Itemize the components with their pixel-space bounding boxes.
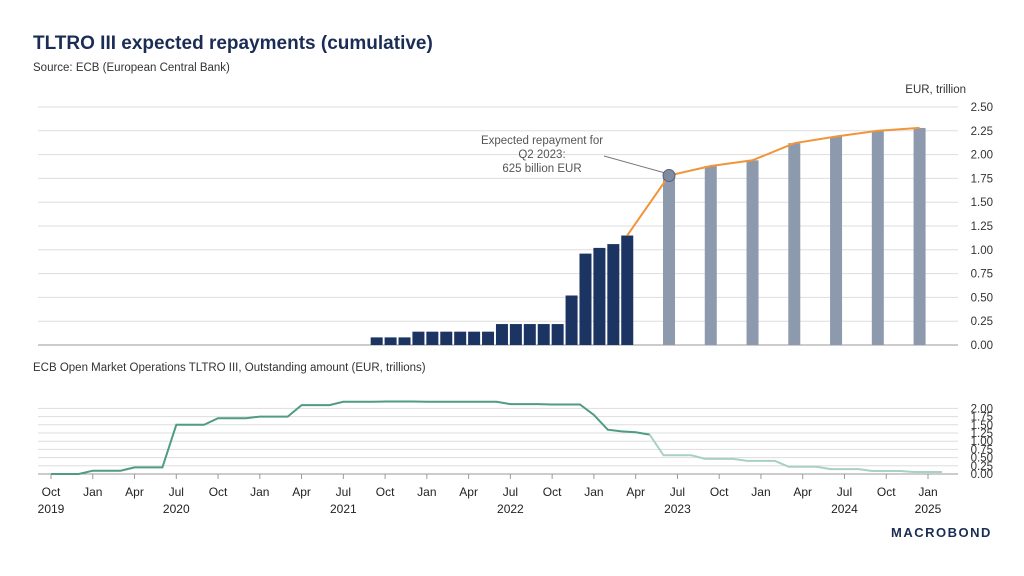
x-year-label: 2024 — [831, 502, 858, 516]
expected-repayment-bar — [663, 175, 676, 345]
x-tick-label: Jul — [503, 485, 518, 499]
x-year-label: 2022 — [497, 502, 524, 516]
expected-repayment-bar — [913, 127, 926, 345]
actual-repayment-bar — [593, 247, 606, 345]
bottom-y-tick-label: 0.50 — [971, 453, 993, 465]
x-tick-label: Jan — [584, 485, 603, 499]
x-tick-label: Apr — [793, 485, 812, 499]
x-tick-label: Jul — [336, 485, 351, 499]
annotation-leader-line — [603, 155, 668, 175]
chart-title: TLTRO III expected repayments (cumulativ… — [33, 33, 433, 54]
actual-repayment-bar — [412, 331, 425, 345]
actual-repayment-bar — [579, 253, 592, 345]
x-tick-label: Apr — [459, 485, 478, 499]
bottom-y-tick-label: 0.00 — [971, 469, 993, 481]
expected-repayment-bar — [830, 136, 843, 345]
x-tick-label: Jul — [837, 485, 852, 499]
x-tick-label: Apr — [292, 485, 311, 499]
x-tick-label: Oct — [710, 485, 729, 499]
annotation-text: 625 billion EUR — [502, 163, 581, 175]
actual-repayment-bar — [482, 331, 495, 345]
top-chart-unit-label: EUR, trillion — [905, 84, 966, 96]
expected-repayment-bar — [788, 143, 801, 345]
x-tick-label: Oct — [376, 485, 395, 499]
x-tick-label: Apr — [626, 485, 645, 499]
top-y-tick-label: 0.75 — [971, 269, 993, 281]
actual-repayment-bar — [454, 331, 467, 345]
x-tick-label: Jul — [670, 485, 685, 499]
bottom-y-tick-label: 0.25 — [971, 461, 993, 473]
top-y-tick-label: 0.00 — [971, 340, 993, 352]
bottom-y-tick-label: 2.00 — [971, 403, 993, 415]
x-tick-label: Jan — [250, 485, 269, 499]
annotation-marker — [662, 169, 676, 183]
top-y-tick-label: 0.50 — [971, 292, 993, 304]
x-tick-label: Jan — [83, 485, 102, 499]
x-tick-label: Oct — [42, 485, 61, 499]
top-y-tick-label: 2.50 — [971, 102, 993, 114]
bottom-y-tick-label: 1.75 — [971, 412, 993, 424]
x-tick-label: Oct — [209, 485, 228, 499]
actual-repayment-bar — [565, 295, 578, 345]
annotation-text: Expected repayment for — [481, 135, 603, 147]
x-tick-label: Jul — [169, 485, 184, 499]
outstanding-actual-line — [51, 400, 650, 475]
actual-repayment-bar — [523, 324, 536, 345]
actual-repayment-bar — [384, 337, 397, 345]
annotation-text: Q2 2023: — [518, 149, 565, 161]
top-y-tick-label: 1.25 — [971, 221, 993, 233]
actual-repayment-bar — [468, 331, 481, 345]
top-y-tick-label: 0.25 — [971, 316, 993, 328]
outstanding-expected-line — [648, 434, 942, 473]
x-year-label: 2020 — [163, 502, 190, 516]
actual-repayment-bar — [537, 324, 550, 345]
actual-repayment-bar — [426, 331, 439, 345]
top-y-tick-label: 2.00 — [971, 150, 993, 162]
top-y-tick-label: 1.75 — [971, 173, 993, 185]
actual-repayment-bar — [551, 324, 564, 345]
x-year-label: 2021 — [330, 502, 357, 516]
expected-repayment-bar — [746, 160, 759, 345]
bottom-chart-title: ECB Open Market Operations TLTRO III, Ou… — [33, 362, 426, 374]
x-year-label: 2019 — [38, 502, 65, 516]
expected-repayment-line — [626, 126, 920, 237]
top-y-tick-label: 2.25 — [971, 126, 993, 138]
top-y-tick-label: 1.00 — [971, 245, 993, 257]
actual-repayment-bar — [370, 337, 383, 345]
x-tick-label: Oct — [877, 485, 896, 499]
actual-repayment-bar — [509, 324, 522, 345]
actual-repayment-bar — [495, 324, 508, 345]
bottom-y-tick-label: 0.75 — [971, 444, 993, 456]
actual-repayment-bar — [440, 331, 453, 345]
chart-source: Source: ECB (European Central Bank) — [33, 62, 230, 74]
x-year-label: 2025 — [915, 502, 942, 516]
actual-repayment-bar — [398, 337, 411, 345]
bottom-y-tick-label: 1.00 — [971, 436, 993, 448]
top-y-tick-label: 1.50 — [971, 197, 993, 209]
x-tick-label: Jan — [751, 485, 770, 499]
x-tick-label: Jan — [918, 485, 937, 499]
x-tick-label: Oct — [543, 485, 562, 499]
actual-repayment-bar — [621, 235, 634, 345]
x-year-label: 2023 — [664, 502, 691, 516]
expected-repayment-bar — [704, 166, 717, 345]
expected-repayment-bar — [871, 130, 884, 345]
actual-repayment-bar — [607, 244, 620, 345]
x-tick-label: Jan — [417, 485, 436, 499]
macrobond-logo: MACROBOND — [891, 525, 992, 540]
bottom-y-tick-label: 1.25 — [971, 428, 993, 440]
x-tick-label: Apr — [125, 485, 144, 499]
bottom-y-tick-label: 1.50 — [971, 420, 993, 432]
